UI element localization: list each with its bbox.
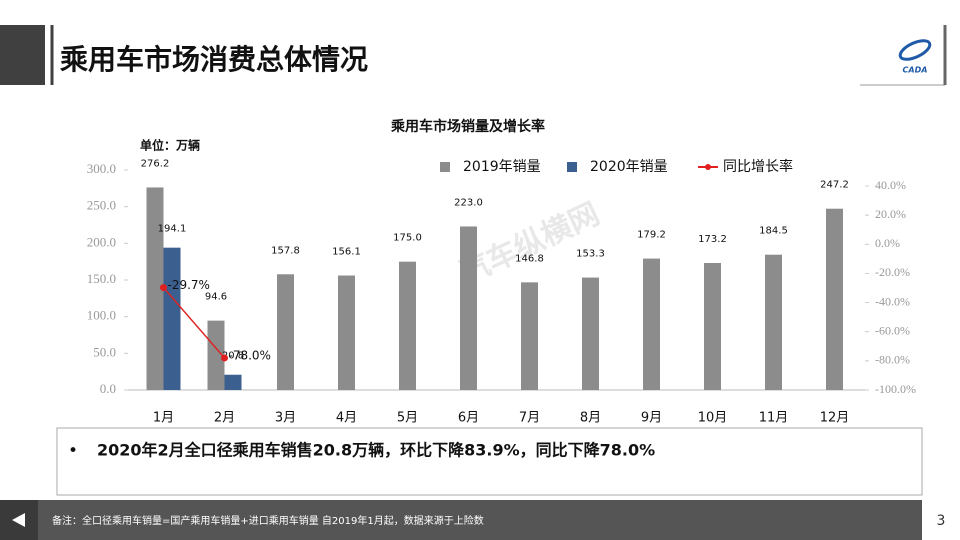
y2-tick-label: -100.0% [875,382,916,396]
footer-bar [0,500,960,540]
bar [826,208,843,390]
data-label: 156.1 [332,247,361,258]
y-tick-label: 300.0 [87,161,116,176]
logo-mark [898,39,932,61]
data-label: -78.0% [229,348,271,362]
data-label: 247.2 [820,180,849,191]
bar [163,247,181,390]
bar [765,254,782,390]
growth-marker [160,284,167,292]
bullet-text: 2020年2月全口径乘用车销售20.8万辆，环比下降83.9%，同比下降78.0… [97,441,655,460]
y-tick-label: 100.0 [87,308,116,323]
prev-arrow[interactable] [12,513,25,527]
data-label: 194.1 [158,224,187,235]
x-tick-label: 7月 [519,411,540,426]
x-tick-label: 5月 [397,411,418,426]
logo-text: CADA [903,66,928,75]
data-label: 157.8 [271,245,300,256]
header-block [0,25,45,85]
data-label: 153.3 [576,249,605,260]
bullet-box [56,427,923,496]
legend-label: 2020年销量 [590,159,668,175]
x-tick-label: 11月 [759,411,789,426]
y2-tick-label: 40.0% [875,178,906,192]
x-tick-label: 1月 [153,411,174,426]
x-tick-label: 2月 [214,411,235,426]
bar [146,187,164,390]
bar [277,274,294,390]
x-tick-label: 12月 [820,411,850,426]
bar [582,277,599,390]
legend-label: 同比增长率 [723,158,793,175]
growth-marker [221,354,228,362]
bar [224,374,242,390]
legend-label: 2019年销量 [463,159,541,175]
bar [207,320,225,390]
y-tick-label: 200.0 [87,234,116,249]
bullet-dot: • [68,441,78,461]
bar [704,262,721,390]
legend-swatch [440,162,450,172]
bar [460,226,477,390]
x-tick-label: 10月 [698,411,728,426]
y2-tick-label: -40.0% [875,294,910,308]
data-label: 146.8 [515,253,544,264]
data-label: 179.2 [637,230,666,241]
growth-line [162,287,226,359]
y2-tick-label: 0.0% [875,236,900,250]
y2-tick-label: 20.0% [875,207,906,221]
page-box [922,500,960,540]
chart-title: 乘用车市场销量及增长率 [390,118,545,135]
data-label: 94.6 [205,292,227,303]
bar [643,258,660,390]
data-label: 184.5 [759,226,788,237]
bar [338,275,355,390]
y-tick-label: 50.0 [93,344,116,359]
unit-label: 单位：万辆 [140,138,200,153]
page-number: 3 [937,513,946,529]
y2-tick-label: -80.0% [875,353,910,367]
legend-swatch [567,162,577,172]
data-label: 223.0 [454,197,483,208]
slide-title: 乘用车市场消费总体情况 [60,43,368,76]
legend-marker [705,164,711,170]
y2-tick-label: -20.0% [875,265,910,279]
footer-note: 备注：全口径乘用车销量=国产乘用车销量+进口乘用车销量 自2019年1月起，数据… [52,514,484,527]
bar [521,282,538,390]
bar [399,261,416,390]
x-tick-label: 4月 [336,411,357,426]
y-tick-label: 0.0 [100,381,116,396]
data-label: 276.2 [141,158,170,169]
data-label: 20.8 [222,351,244,362]
y2-tick-label: -60.0% [875,323,910,337]
data-label: -29.7% [168,278,210,292]
data-label: 173.2 [698,234,727,245]
y-tick-label: 250.0 [87,198,116,213]
x-tick-label: 9月 [641,411,662,426]
x-tick-label: 3月 [275,411,296,426]
data-label: 175.0 [393,233,422,244]
x-tick-label: 8月 [580,411,601,426]
x-tick-label: 6月 [458,411,479,426]
y-tick-label: 150.0 [87,271,116,286]
